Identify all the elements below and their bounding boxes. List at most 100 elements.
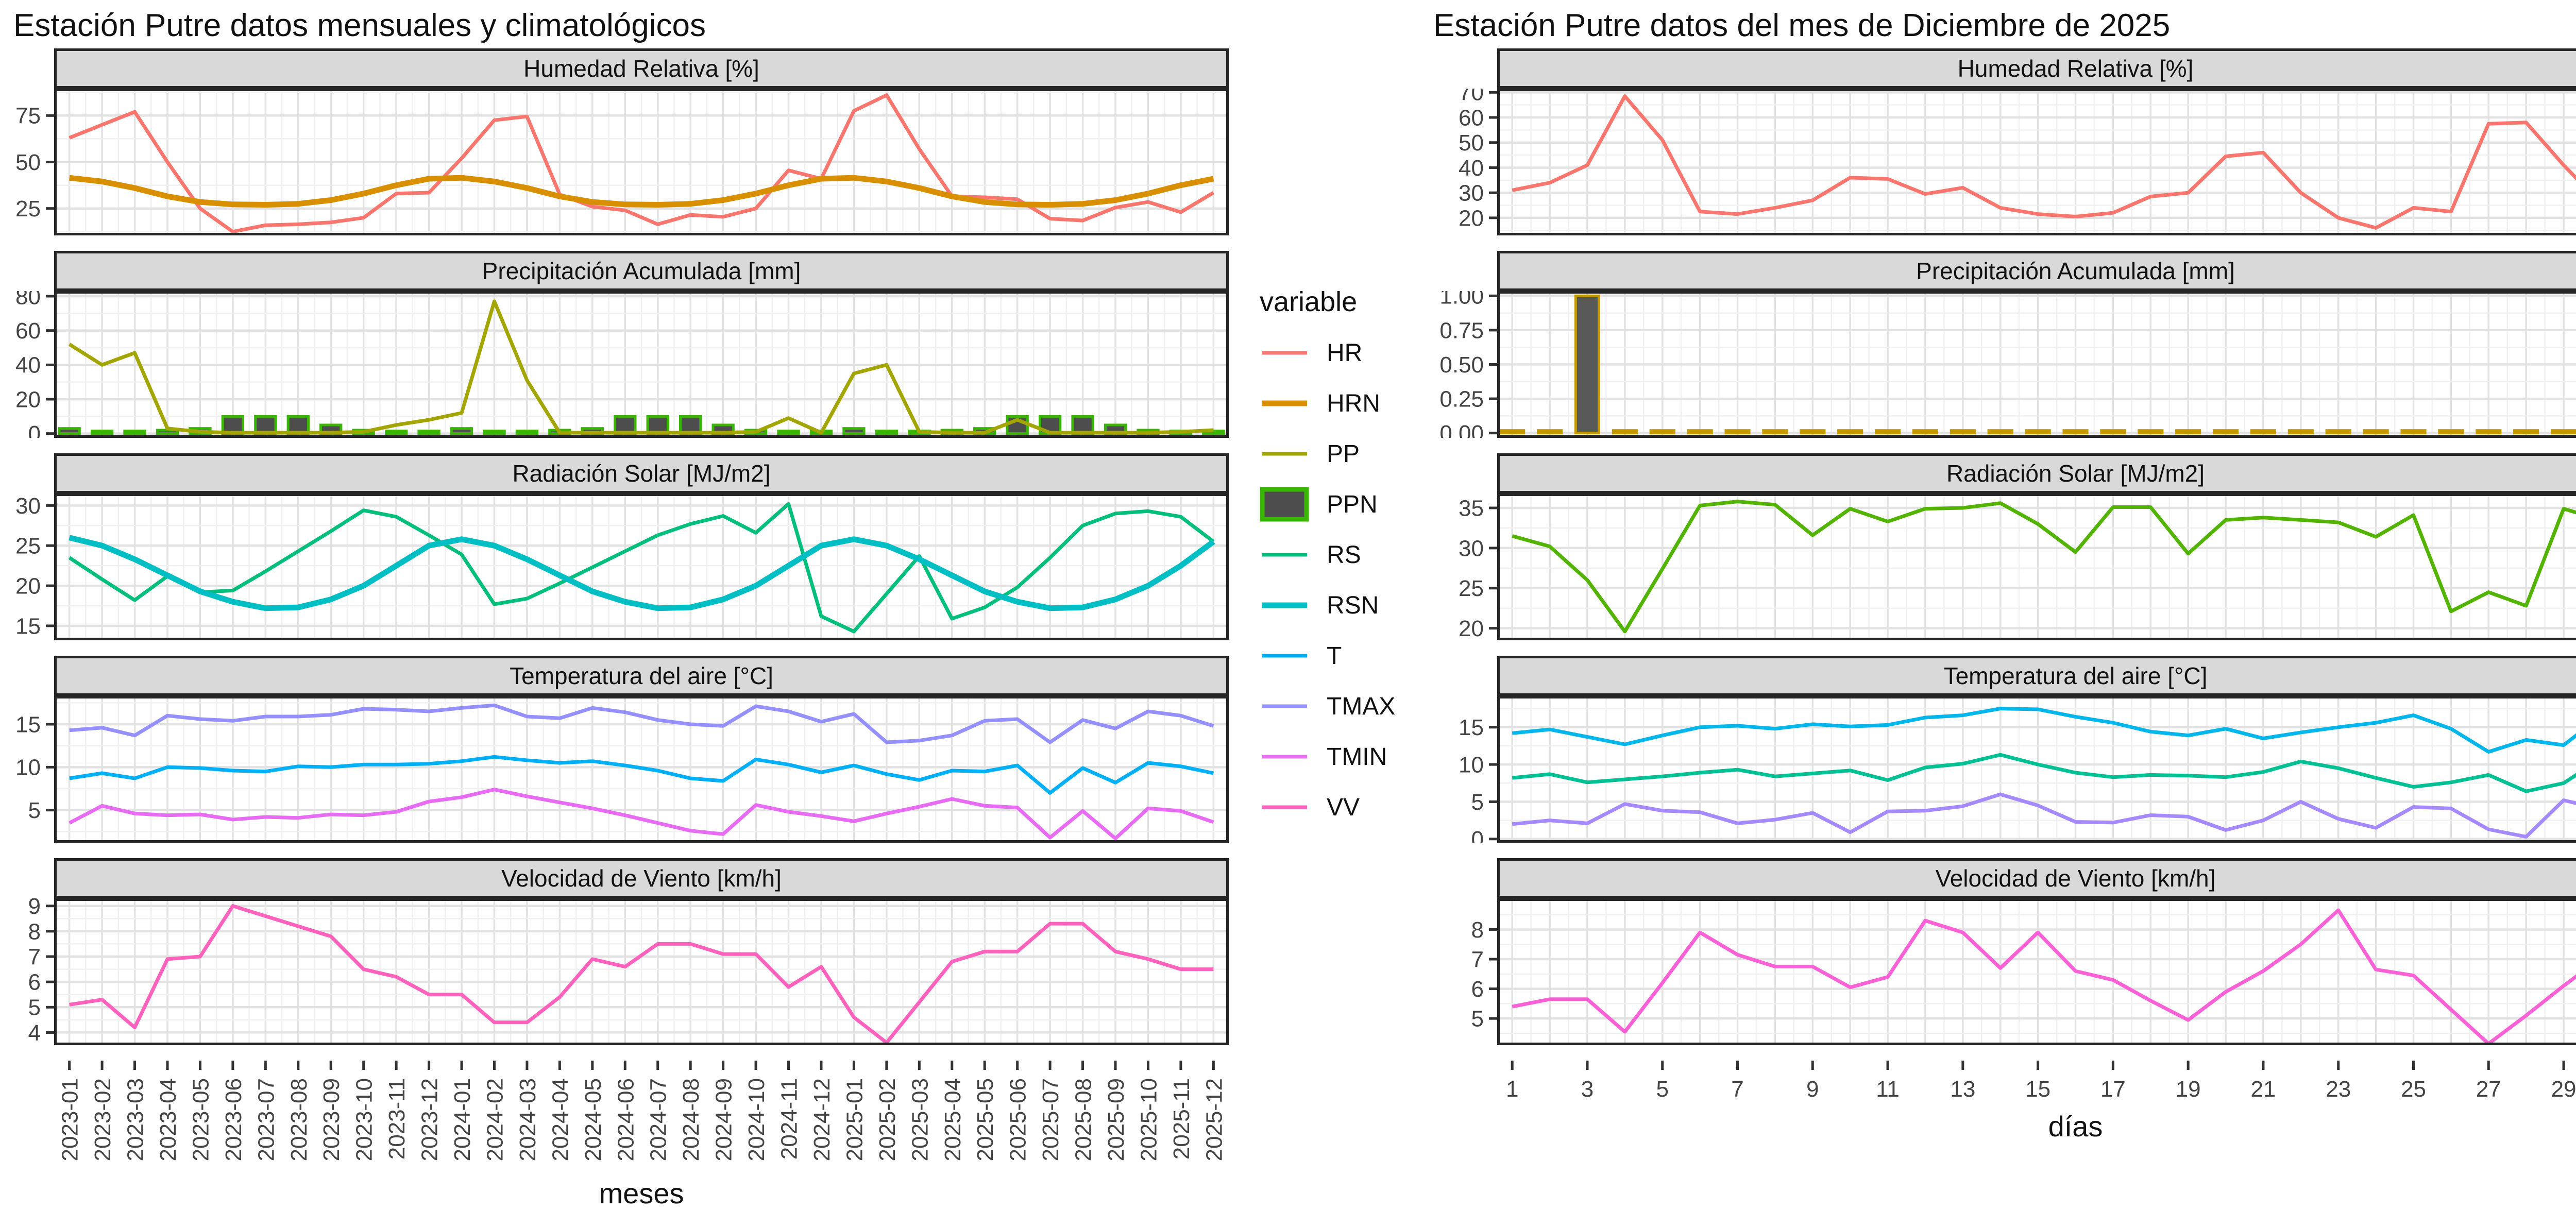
x-tick-label: 1	[1506, 1077, 1518, 1102]
x-tick-label: 2025-03	[907, 1078, 933, 1161]
y-tick-label: 40	[1459, 156, 1484, 181]
y-tick-label: 4	[28, 1020, 41, 1045]
facet-panel: 15 20 25 30	[0, 493, 1229, 640]
x-tick-label: 5	[1656, 1077, 1668, 1102]
legend-line-swatch	[1260, 638, 1309, 673]
legend-line-swatch	[1260, 689, 1309, 724]
legend-entry-tmin: TMIN	[1260, 739, 1395, 774]
legend-line-swatch	[1260, 436, 1309, 471]
facet-strip: Temperatura del aire [°C]	[1497, 656, 2576, 696]
facet-strip: Humedad Relativa [%]	[54, 48, 1229, 89]
x-axis-right: 135791113151719212325272931	[1420, 1061, 2576, 1110]
legend-label: T	[1327, 642, 1342, 670]
y-tick-label: 30	[15, 493, 41, 519]
legend-line-swatch	[1260, 588, 1309, 623]
y-tick-label: 0	[28, 421, 41, 438]
x-tick-label: 25	[2401, 1077, 2426, 1102]
x-tick-label: 15	[2025, 1077, 2050, 1102]
x-tick-label: 3	[1581, 1077, 1594, 1102]
y-tick-label: 30	[1459, 536, 1484, 561]
x-tick-label: 2023-12	[417, 1078, 443, 1161]
x-tick-label: 2025-09	[1104, 1078, 1129, 1161]
legend-label: RSN	[1327, 591, 1379, 620]
x-tick-label: 2025-08	[1071, 1078, 1096, 1161]
legend-label: RS	[1327, 541, 1361, 569]
y-tick-label: 40	[15, 353, 41, 378]
x-axis-ticks: 135791113151719212325272931	[1420, 1061, 2576, 1110]
y-tick-label: 20	[15, 573, 41, 599]
legend-line-swatch	[1260, 335, 1309, 370]
x-tick-label: 23	[2326, 1077, 2351, 1102]
x-tick-label: 2023-11	[384, 1078, 410, 1160]
legend-label: TMAX	[1327, 692, 1395, 721]
y-tick-label: 20	[1459, 206, 1484, 231]
legend-label: PPN	[1327, 490, 1378, 519]
x-tick-label: 19	[2176, 1077, 2201, 1102]
facet-strip: Velocidad de Viento [km/h]	[1497, 858, 2576, 898]
y-tick-label: 50	[15, 150, 41, 175]
facet-strip: Precipitación Acumulada [mm]	[54, 251, 1229, 291]
x-tick-label: 2025-04	[940, 1078, 965, 1161]
legend-entry-pp: PP	[1260, 436, 1395, 471]
facet-strip: Precipitación Acumulada [mm]	[1497, 251, 2576, 291]
x-tick-label: 2025-01	[842, 1078, 867, 1161]
legend-line-swatch	[1260, 739, 1309, 774]
facet-strip: Humedad Relativa [%]	[1497, 48, 2576, 89]
x-tick-label: 2023-01	[58, 1078, 83, 1161]
y-tick-label: 50	[1459, 130, 1484, 156]
x-tick-label: 2023-04	[156, 1078, 181, 1161]
x-tick-label: 2024-04	[548, 1078, 573, 1161]
x-tick-label: 2024-03	[515, 1078, 540, 1161]
y-tick-label: 25	[15, 534, 41, 559]
y-tick-label: 30	[1459, 181, 1484, 206]
y-tick-label: 25	[15, 196, 41, 221]
legend-label: PP	[1327, 440, 1360, 468]
legend-entry-rs: RS	[1260, 537, 1395, 572]
legend-line-swatch	[1260, 386, 1309, 421]
y-tick-label: 1.00	[1439, 291, 1484, 309]
y-tick-label: 0.00	[1439, 421, 1484, 438]
y-tick-label: 8	[28, 919, 41, 944]
facet-panel: 0.000.250.500.751.00	[1420, 291, 2576, 438]
x-tick-label: 2023-06	[221, 1078, 246, 1161]
x-tick-label: 2025-06	[1006, 1078, 1031, 1161]
y-tick-label: 15	[15, 613, 41, 639]
y-tick-label: 60	[15, 318, 41, 344]
y-tick-label: 7	[28, 944, 41, 969]
y-tick-label: 0.50	[1439, 352, 1484, 378]
x-axis-title-left: meses	[54, 1177, 1229, 1210]
legend-entry-hr: HR	[1260, 335, 1395, 370]
x-tick-label: 2023-08	[286, 1078, 312, 1161]
facet-strip: Velocidad de Viento [km/h]	[54, 858, 1229, 898]
x-tick-label: 27	[2476, 1077, 2501, 1102]
x-tick-label: 21	[2250, 1077, 2276, 1102]
x-tick-label: 13	[1950, 1077, 1975, 1102]
legend-entry-rsn: RSN	[1260, 588, 1395, 623]
legend-line-swatch	[1260, 790, 1309, 825]
legend-label: VV	[1327, 793, 1360, 822]
legend-line-swatch	[1260, 537, 1309, 572]
y-tick-label: 15	[15, 712, 41, 737]
legend-entry-tmax: TMAX	[1260, 689, 1395, 724]
y-tick-label: 5	[28, 995, 41, 1020]
y-tick-label: 15	[1459, 715, 1484, 740]
legend-label: HR	[1327, 339, 1362, 367]
y-tick-label: 25	[1459, 576, 1484, 601]
facet-strip: Radiación Solar [MJ/m2]	[1497, 453, 2576, 493]
chart-title-right: Estación Putre datos del mes de Diciembr…	[1420, 0, 2576, 48]
x-tick-label: 2025-11	[1169, 1078, 1194, 1160]
legend-bar-swatch	[1260, 487, 1309, 522]
y-tick-label: 35	[1459, 496, 1484, 521]
